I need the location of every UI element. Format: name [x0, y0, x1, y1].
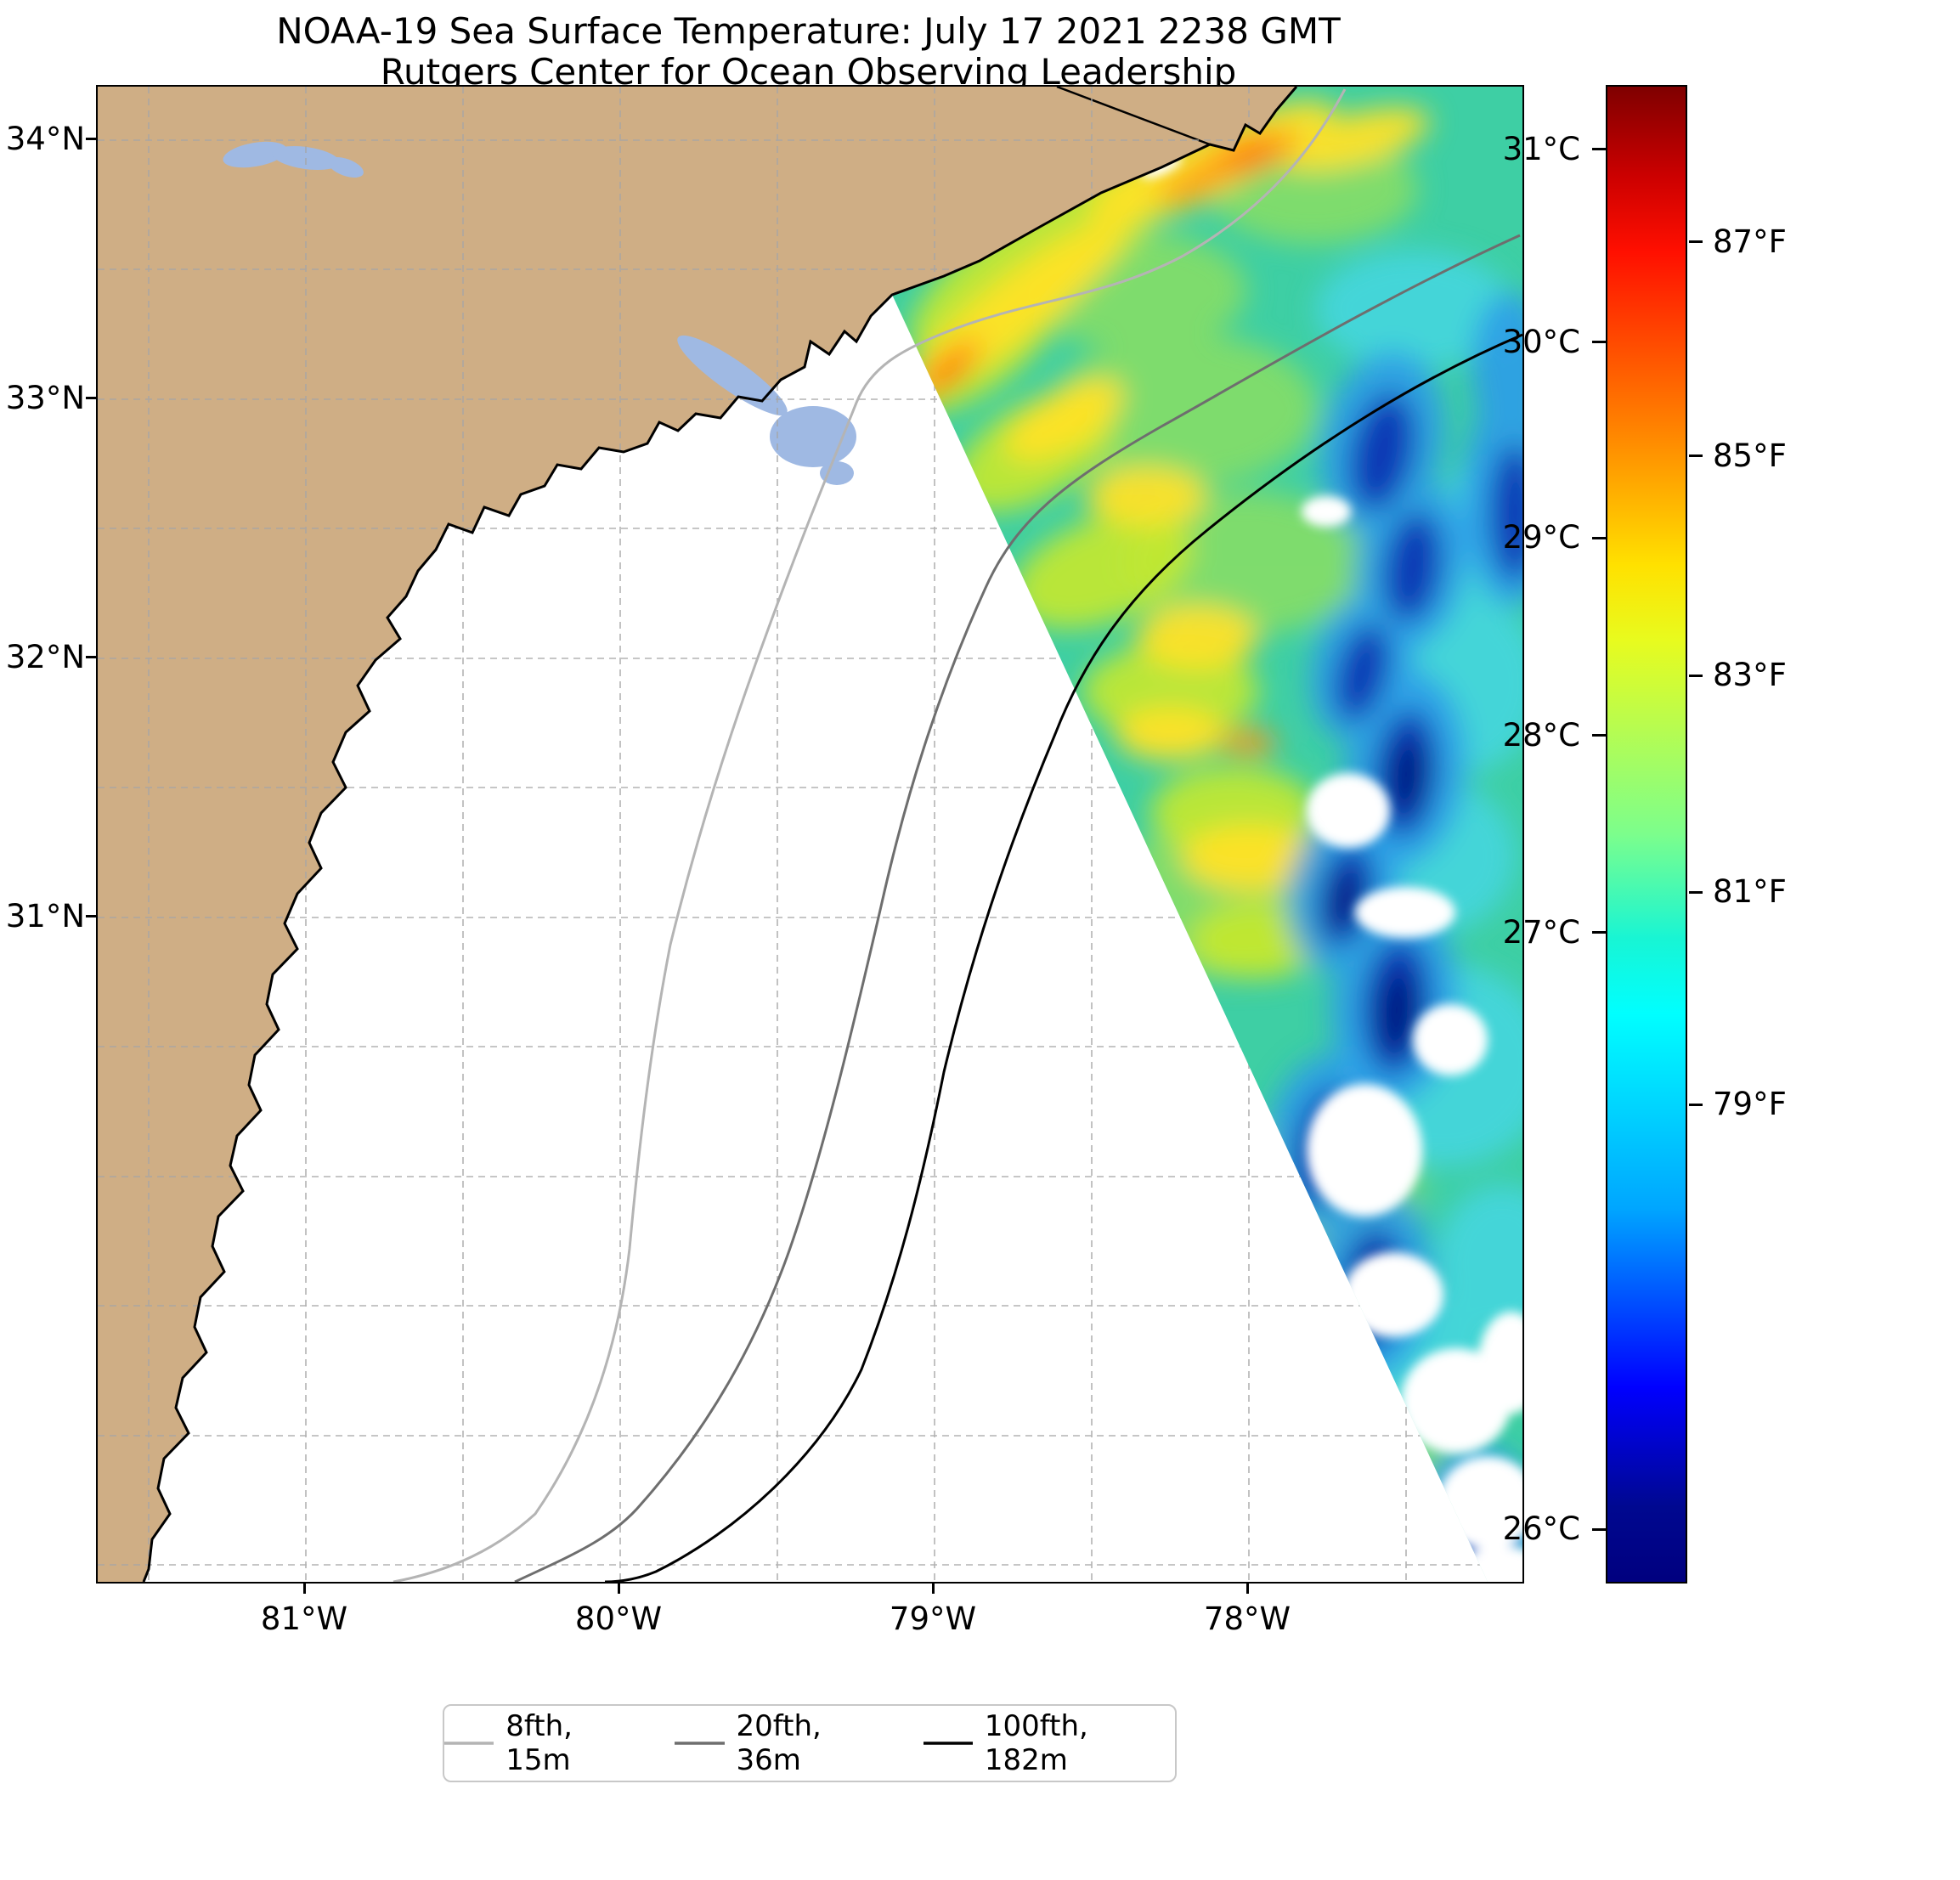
lat-tickmark: [86, 915, 96, 917]
map-panel: [96, 85, 1524, 1584]
lon-tick-80W: 80°W: [574, 1601, 663, 1637]
lon-tickmark: [932, 1584, 935, 1594]
lat-tickmark: [86, 138, 96, 140]
colorbar-label-83F: 83°F: [1713, 657, 1787, 693]
colorbar: [1606, 85, 1687, 1584]
coastline: [142, 86, 1298, 1583]
lon-tickmark: [1246, 1584, 1249, 1594]
contour-100fth-182m: [604, 333, 1523, 1584]
lon-tick-78W: 78°W: [1203, 1601, 1291, 1637]
colorbar-tickmark-c: [1592, 148, 1606, 150]
lake-moultrie: [770, 406, 856, 467]
legend-line-20fth-icon: [675, 1742, 725, 1745]
colorbar-tickmark-c: [1592, 1528, 1606, 1531]
colorbar-tickmark-f: [1689, 891, 1703, 894]
lat-tickmark: [86, 397, 96, 399]
colorbar-label-31C: 31°C: [1502, 131, 1580, 167]
legend-label-20fth: 20fth, 36m: [736, 1709, 822, 1777]
colorbar-label-28C: 28°C: [1502, 717, 1580, 754]
colorbar-label-79F: 79°F: [1713, 1086, 1787, 1122]
lat-tick-34N: 34°N: [5, 121, 85, 157]
colorbar-tickmark-f: [1689, 240, 1703, 243]
lat-tick-31N: 31°N: [5, 898, 85, 934]
colorbar-tickmark-f: [1689, 675, 1703, 677]
lat-tickmark: [86, 656, 96, 658]
legend-item-8fth: 8fth, 15m: [444, 1709, 642, 1777]
sst-map-svg: [98, 85, 1523, 1584]
lon-tickmark: [303, 1584, 306, 1594]
legend-line-100fth-icon: [923, 1742, 973, 1745]
colorbar-tickmark-c: [1592, 734, 1606, 737]
legend-item-20fth: 20fth, 36m: [675, 1709, 890, 1777]
colorbar-label-27C: 27°C: [1502, 914, 1580, 951]
colorbar-label-87F: 87°F: [1713, 223, 1787, 260]
land-region: [98, 87, 1296, 1582]
colorbar-label-85F: 85°F: [1713, 438, 1787, 474]
colorbar-label-30C: 30°C: [1502, 324, 1580, 360]
legend-label-100fth: 100fth, 182m: [984, 1709, 1088, 1777]
legend-label-8fth: 8fth, 15m: [506, 1709, 573, 1777]
lat-tick-33N: 33°N: [5, 380, 85, 416]
colorbar-label-81F: 81°F: [1713, 873, 1787, 910]
colorbar-tickmark-f: [1689, 1104, 1703, 1106]
chart-title: NOAA-19 Sea Surface Temperature: July 17…: [276, 10, 1341, 52]
colorbar-label-29C: 29°C: [1502, 519, 1580, 556]
colorbar-tickmark-c: [1592, 537, 1606, 539]
legend-line-8fth-icon: [444, 1742, 494, 1745]
contour-8fth-15m: [393, 88, 1347, 1584]
legend-item-100fth: 100fth, 182m: [923, 1709, 1175, 1777]
contour-20fth-36m: [514, 234, 1521, 1584]
cloud-gaps: [1141, 155, 1522, 1582]
chart-subtitle: Rutgers Center for Ocean Observing Leade…: [380, 51, 1237, 93]
legend: 8fth, 15m 20fth, 36m 100fth, 182m: [443, 1704, 1177, 1782]
lat-tick-32N: 32°N: [5, 639, 85, 675]
lon-tick-79W: 79°W: [889, 1601, 977, 1637]
lake-marion: [677, 335, 788, 416]
sst-data-swath: [892, 87, 1522, 1582]
lakes: [223, 141, 856, 485]
colorbar-tickmark-c: [1592, 341, 1606, 343]
colorbar-tickmark-c: [1592, 931, 1606, 934]
colorbar-label-26C: 26°C: [1502, 1510, 1580, 1547]
colorbar-tickmark-f: [1689, 454, 1703, 457]
lon-tick-81W: 81°W: [260, 1601, 348, 1637]
lon-tickmark: [618, 1584, 620, 1594]
